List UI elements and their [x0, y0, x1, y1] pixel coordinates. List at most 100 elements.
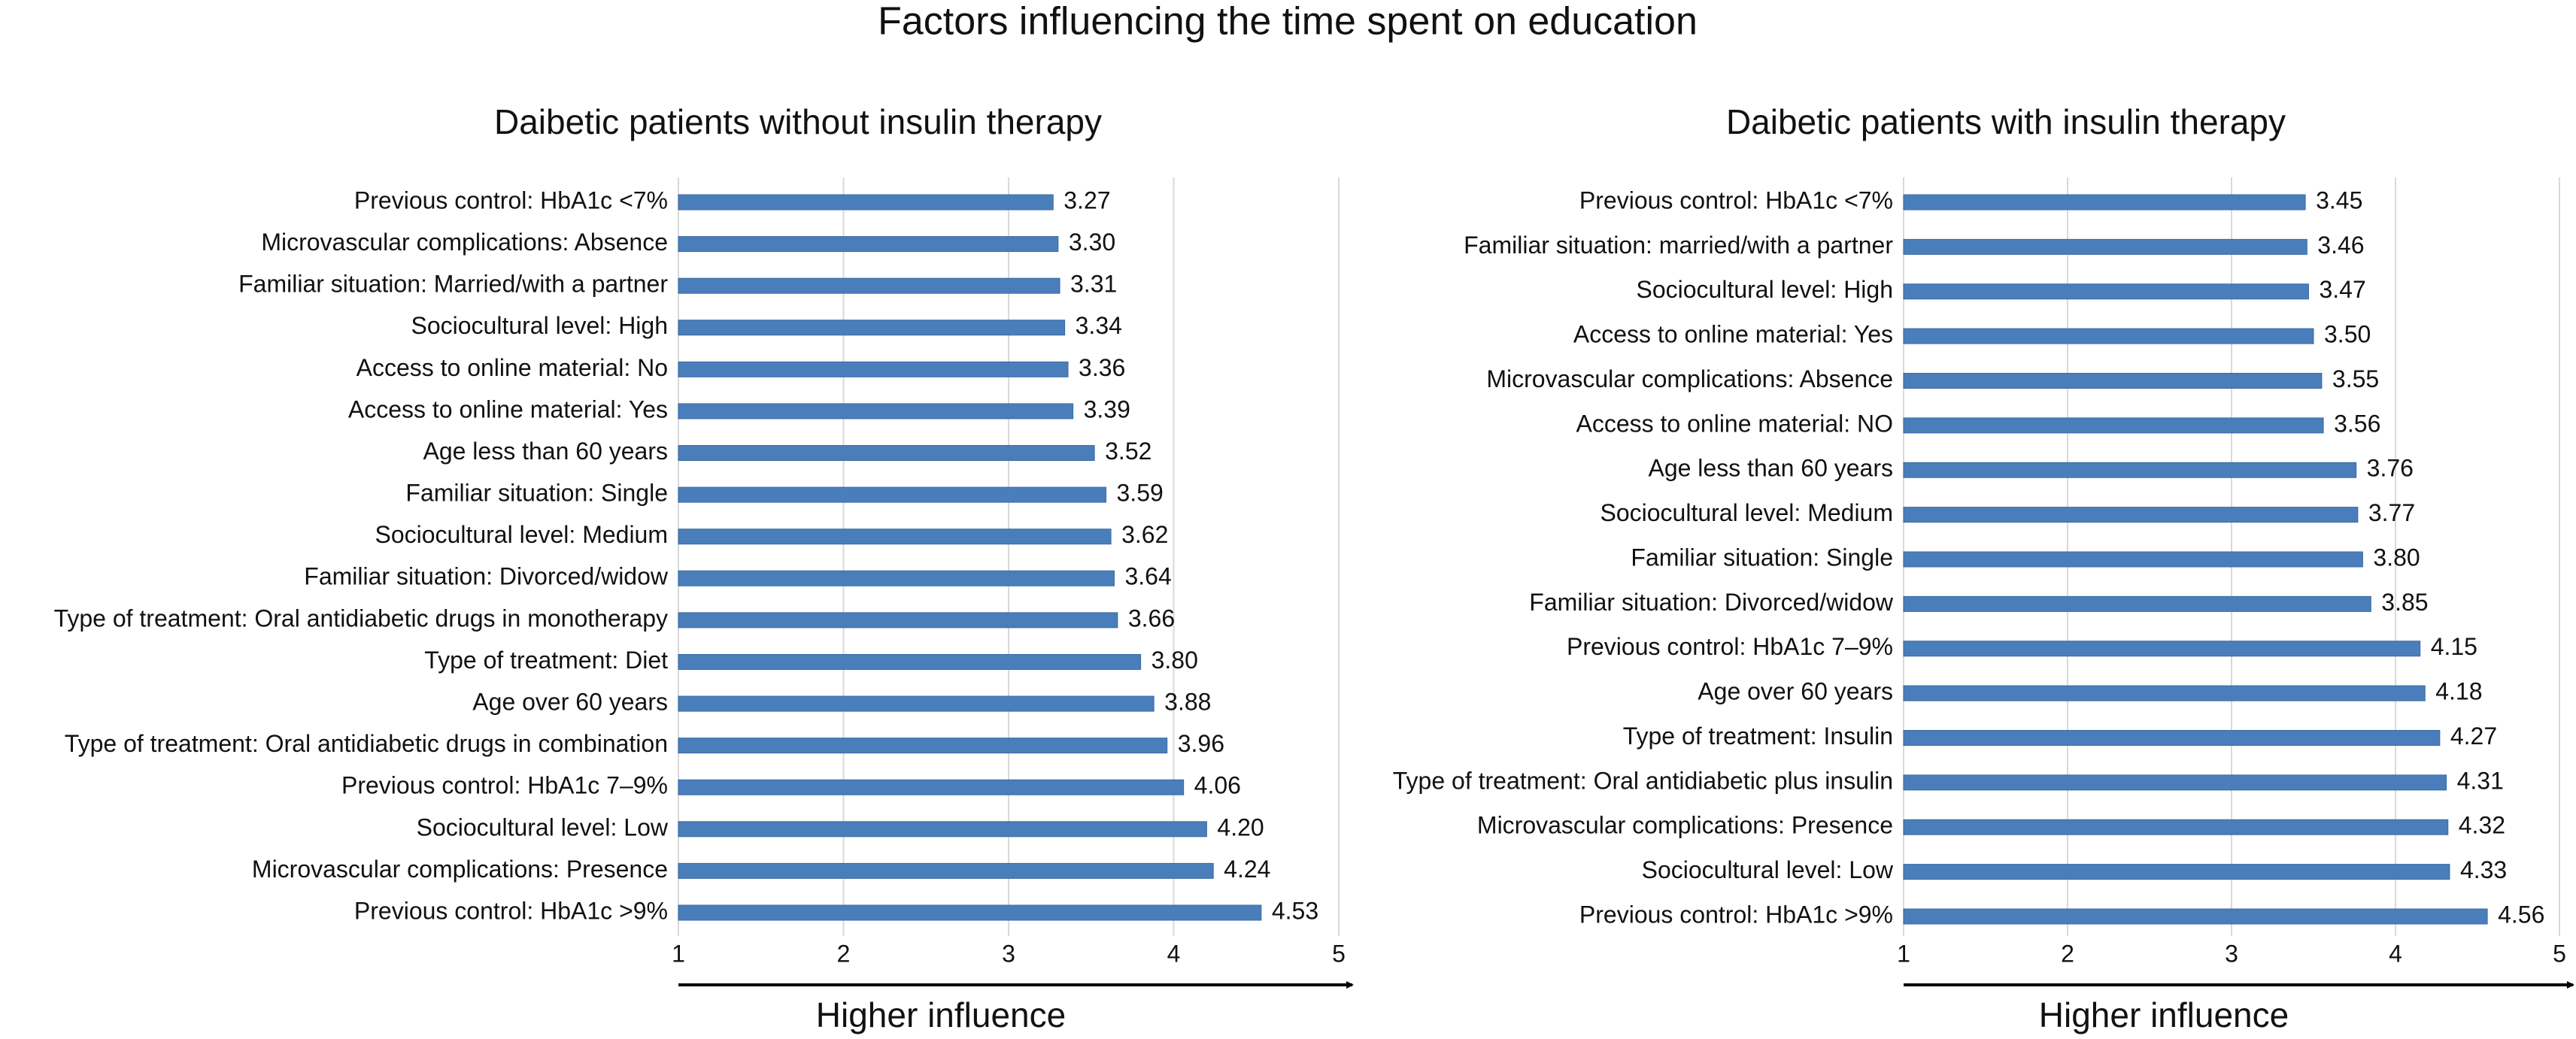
bar — [1903, 462, 2357, 478]
value-label: 3.56 — [2334, 410, 2380, 437]
bar — [1903, 507, 2359, 523]
category-label: Sociocultural level: Low — [417, 813, 669, 841]
chart-title: Daibetic patients without insulin therap… — [494, 102, 1102, 141]
bar — [678, 612, 1118, 629]
category-label: Microvascular complications: Absence — [1486, 365, 1893, 392]
category-label: Familiar situation: Divorced/widow — [1529, 589, 1894, 616]
bar — [1903, 373, 2323, 389]
category-label: Type of treatment: Diet — [424, 647, 668, 674]
x-tick-label: 3 — [2225, 940, 2238, 967]
value-label: 3.77 — [2368, 499, 2415, 526]
value-label: 4.33 — [2460, 856, 2507, 883]
value-label: 3.80 — [1151, 647, 1198, 674]
value-label: 4.24 — [1224, 856, 1270, 883]
value-label: 4.06 — [1194, 772, 1241, 799]
bar — [1903, 730, 2441, 746]
bar — [1903, 238, 2307, 255]
x-tick-label: 5 — [2553, 940, 2566, 967]
value-label: 3.27 — [1063, 186, 1110, 214]
value-label: 3.30 — [1069, 229, 1115, 256]
value-label: 4.32 — [2459, 812, 2505, 839]
value-label: 4.15 — [2431, 633, 2477, 660]
category-label: Type of treatment: Oral antidiabetic dru… — [65, 730, 668, 757]
bar — [1903, 328, 2314, 344]
bar — [678, 445, 1095, 462]
category-label: Previous control: HbA1c >9% — [354, 897, 668, 924]
value-label: 3.47 — [2319, 276, 2365, 303]
category-label: Familiar situation: Married/with a partn… — [238, 271, 668, 298]
category-label: Familiar situation: married/with a partn… — [1464, 232, 1893, 259]
figure-title: Factors influencing the time spent on ed… — [878, 0, 1698, 44]
value-label: 3.59 — [1117, 480, 1164, 507]
value-label: 3.52 — [1105, 438, 1151, 465]
value-label: 4.56 — [2498, 901, 2544, 928]
category-label: Familiar situation: Single — [405, 480, 668, 507]
value-label: 4.53 — [1272, 897, 1318, 924]
category-label: Microvascular complications: Absence — [261, 229, 668, 256]
category-label: Previous control: HbA1c >9% — [1579, 901, 1893, 928]
value-label: 3.45 — [2316, 186, 2362, 214]
category-label: Previous control: HbA1c 7–9% — [341, 772, 668, 799]
bar — [678, 904, 1262, 921]
value-label: 3.85 — [2381, 589, 2428, 616]
category-label: Type of treatment: Oral antidiabetic dru… — [54, 604, 668, 632]
bar — [678, 529, 1112, 545]
bar — [678, 277, 1060, 294]
category-label: Previous control: HbA1c 7–9% — [1567, 633, 1893, 660]
category-label: Previous control: HbA1c <7% — [1579, 186, 1893, 214]
bar — [1903, 194, 2306, 211]
x-tick-label: 4 — [1167, 940, 1181, 967]
category-label: Age over 60 years — [1698, 678, 1893, 705]
category-label: Familiar situation: Divorced/widow — [304, 563, 669, 590]
value-label: 4.27 — [2450, 722, 2497, 750]
category-label: Access to online material: No — [357, 354, 668, 381]
bar — [678, 236, 1059, 253]
category-label: Type of treatment: Insulin — [1623, 722, 1893, 750]
bar — [678, 486, 1107, 503]
bar — [678, 361, 1069, 377]
x-tick-label: 1 — [672, 940, 685, 967]
value-label: 3.80 — [2373, 544, 2420, 571]
category-label: Sociocultural level: Low — [1642, 856, 1894, 883]
bar — [678, 779, 1185, 795]
x-tick-label: 5 — [1332, 940, 1346, 967]
bar — [1903, 551, 2363, 568]
x-tick-label: 3 — [1002, 940, 1015, 967]
category-label: Access to online material: Yes — [348, 395, 668, 423]
category-label: Access to online material: NO — [1576, 410, 1894, 437]
value-label: 3.46 — [2317, 232, 2364, 259]
category-label: Age less than 60 years — [1648, 455, 1893, 482]
category-label: Sociocultural level: Medium — [375, 521, 669, 548]
bar — [1903, 819, 2449, 835]
category-label: Microvascular complications: Presence — [1477, 812, 1893, 839]
category-label: Microvascular complications: Presence — [252, 856, 668, 883]
bar — [1903, 685, 2426, 701]
value-label: 4.18 — [2435, 678, 2482, 705]
category-label: Sociocultural level: High — [411, 312, 669, 339]
bar — [1903, 283, 2309, 300]
x-tick-label: 2 — [2061, 940, 2074, 967]
bar — [678, 695, 1154, 712]
category-label: Age less than 60 years — [423, 438, 668, 465]
value-label: 3.64 — [1124, 563, 1171, 590]
bar — [1903, 417, 2324, 434]
x-tick-label: 2 — [837, 940, 851, 967]
x-tick-label: 4 — [2389, 940, 2402, 967]
category-label: Sociocultural level: High — [1637, 276, 1894, 303]
value-label: 3.39 — [1084, 395, 1130, 423]
category-label: Familiar situation: Single — [1631, 544, 1893, 571]
chart-title: Daibetic patients with insulin therapy — [1726, 102, 2286, 141]
value-label: 3.66 — [1128, 604, 1175, 632]
x-tick-label: 1 — [1897, 940, 1910, 967]
value-label: 3.76 — [2367, 455, 2414, 482]
category-label: Age over 60 years — [472, 689, 668, 716]
value-label: 3.31 — [1070, 271, 1117, 298]
value-label: 3.88 — [1164, 689, 1211, 716]
category-label: Type of treatment: Oral antidiabetic plu… — [1393, 767, 1893, 794]
bar — [678, 821, 1207, 838]
category-label: Sociocultural level: Medium — [1601, 499, 1894, 526]
bar — [1903, 641, 2421, 657]
value-label: 4.31 — [2457, 767, 2504, 794]
x-axis-label: Higher influence — [816, 995, 1066, 1034]
